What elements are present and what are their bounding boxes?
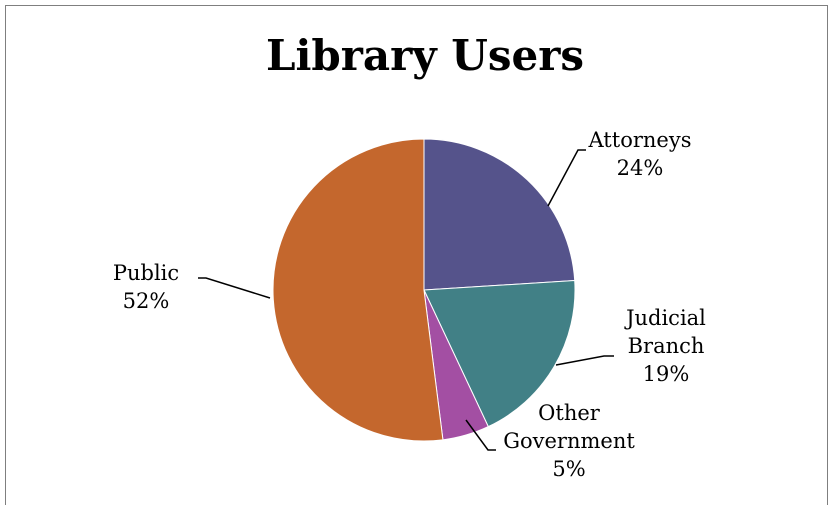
leader-line-attorneys	[547, 149, 586, 207]
pie-slice-public	[272, 138, 444, 442]
data-label-attorneys: Attorneys 24%	[588, 128, 692, 180]
pie-slices	[272, 138, 576, 442]
chart-title: Library Users	[266, 31, 584, 80]
slice-labels: Attorneys 24% Judicial Branch 19% Other Govern…	[113, 128, 706, 481]
leader-line-public	[198, 277, 271, 299]
leader-line-other-government	[465, 419, 496, 451]
pie-slice-judicial-branch	[423, 279, 576, 428]
pie-slice-attorneys	[423, 138, 576, 291]
leader-lines	[198, 149, 614, 451]
leader-line-judicial-branch	[555, 355, 614, 366]
data-label-public: Public 52%	[113, 261, 179, 313]
data-label-other-government: Other Government 5%	[503, 401, 635, 481]
data-label-judicial-branch: Judicial Branch 19%	[624, 306, 706, 386]
